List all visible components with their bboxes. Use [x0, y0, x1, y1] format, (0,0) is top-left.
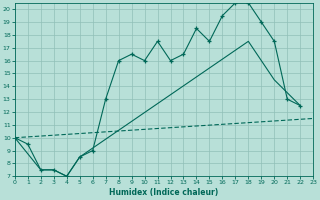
X-axis label: Humidex (Indice chaleur): Humidex (Indice chaleur) — [109, 188, 219, 197]
